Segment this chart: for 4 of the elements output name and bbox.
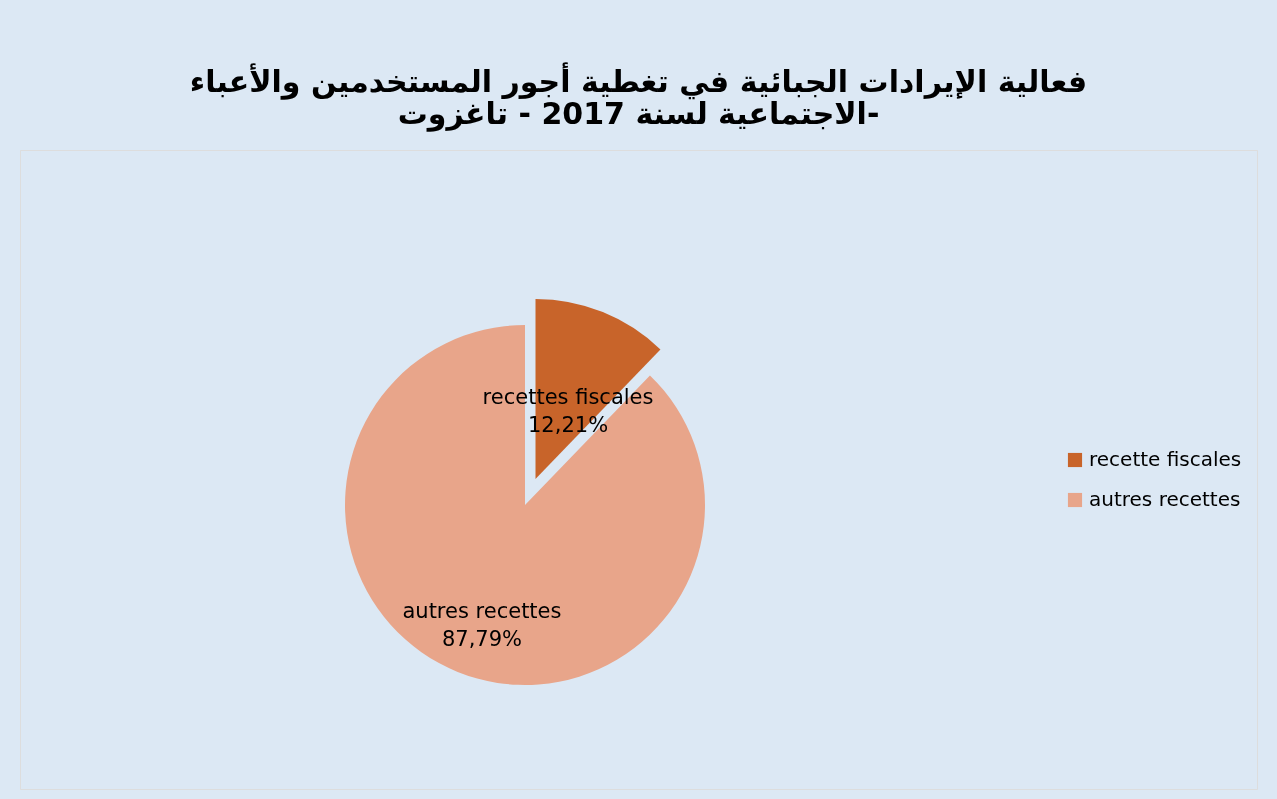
- legend-label: autres recettes: [1089, 487, 1241, 511]
- text: فعالية الإيرادات الجبائية في تغطية أجور المستخدمين والأعباء: [189, 64, 1088, 99]
- legend-label: recette fiscales: [1089, 447, 1242, 471]
- data-label: autres recettes 87,79%: [402, 598, 562, 651]
